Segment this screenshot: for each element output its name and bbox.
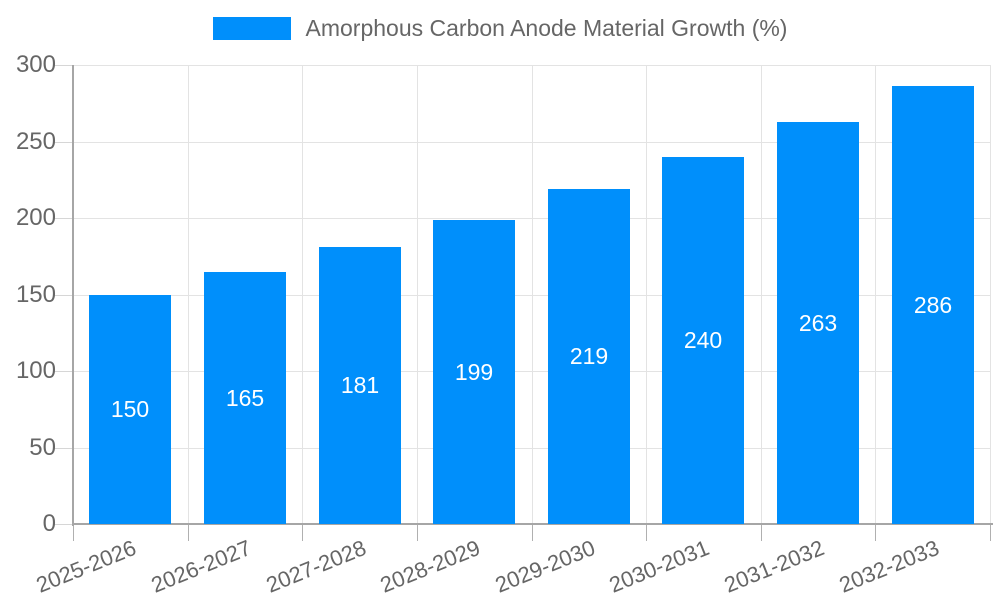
bar[interactable]: 181 <box>319 247 401 524</box>
y-axis-tick-label: 300 <box>15 51 56 78</box>
bar[interactable]: 286 <box>892 86 974 524</box>
x-axis-tick-label: 2030-2031 <box>605 535 713 598</box>
x-axis-tick-label: 2031-2032 <box>720 535 828 598</box>
bar[interactable]: 263 <box>777 122 859 524</box>
bar[interactable]: 165 <box>204 272 286 524</box>
x-axis-tick-label: 2027-2028 <box>262 535 370 598</box>
bar-value-label: 219 <box>569 343 609 369</box>
gridline-vertical <box>761 65 762 524</box>
bar-value-label: 286 <box>913 291 953 318</box>
y-axis-tick <box>55 218 73 219</box>
x-axis-tick-label: 2025-2026 <box>32 535 140 598</box>
x-axis-tick-label: 2026-2027 <box>147 535 255 598</box>
bar-value-label: 165 <box>225 384 265 411</box>
gridline-vertical <box>532 65 533 524</box>
x-axis-tick <box>761 524 762 541</box>
bar-value-label: 240 <box>683 327 723 353</box>
gridline-vertical <box>302 65 303 524</box>
y-axis-tick-label: 100 <box>15 357 56 384</box>
bar[interactable]: 150 <box>89 295 171 524</box>
y-axis-tick-label: 50 <box>29 434 56 461</box>
x-axis-tick-label: 2029-2030 <box>491 535 599 598</box>
legend-label: Amorphous Carbon Anode Material Growth (… <box>305 15 788 41</box>
y-axis-tick <box>55 371 73 372</box>
chart-legend[interactable]: Amorphous Carbon Anode Material Growth (… <box>0 15 1000 42</box>
gridline-vertical <box>417 65 418 524</box>
x-axis-tick <box>302 524 303 541</box>
bar-value-label: 199 <box>454 358 494 385</box>
y-axis-tick <box>55 448 73 449</box>
x-axis-tick <box>646 524 647 541</box>
x-axis-tick-label: 2032-2033 <box>835 535 943 598</box>
y-axis-tick-label: 0 <box>42 510 56 537</box>
bar[interactable]: 219 <box>548 189 630 524</box>
y-axis-tick-label: 200 <box>15 204 56 231</box>
bar[interactable]: 240 <box>662 157 744 524</box>
gridline-vertical <box>646 65 647 524</box>
x-axis-tick <box>875 524 876 541</box>
bar[interactable]: 199 <box>433 220 515 524</box>
gridline-vertical <box>990 65 991 524</box>
y-axis-tick-label: 150 <box>15 281 56 308</box>
gridline-vertical <box>875 65 876 524</box>
x-axis-tick <box>73 524 74 541</box>
bar-value-label: 263 <box>798 309 838 336</box>
legend-swatch <box>212 17 291 40</box>
x-axis-tick-label: 2028-2029 <box>376 535 484 598</box>
y-axis-tick-label: 250 <box>15 128 56 155</box>
x-axis-tick <box>188 524 189 541</box>
y-axis-tick <box>55 295 73 296</box>
y-axis-tick <box>55 65 73 66</box>
x-axis-line <box>72 523 993 525</box>
x-axis-tick <box>417 524 418 541</box>
bar-value-label: 150 <box>110 396 150 422</box>
bar-value-label: 181 <box>340 372 380 398</box>
x-axis-tick <box>990 524 991 541</box>
x-axis-tick <box>532 524 533 541</box>
y-axis-tick <box>55 142 73 143</box>
gridline-vertical <box>188 65 189 524</box>
y-axis-line <box>72 65 74 526</box>
y-axis-tick <box>55 524 73 525</box>
